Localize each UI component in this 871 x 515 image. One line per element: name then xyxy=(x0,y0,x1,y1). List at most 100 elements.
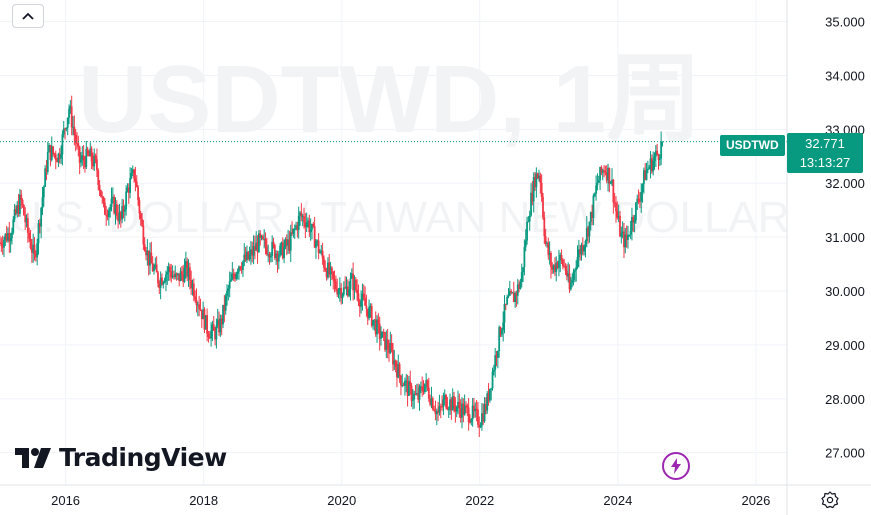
candle-body xyxy=(404,380,406,387)
candle-body xyxy=(291,232,293,234)
candle-body xyxy=(180,271,183,275)
candle-body xyxy=(313,226,316,248)
candle-body xyxy=(41,197,44,208)
candle-body xyxy=(64,128,66,130)
y-tick-label: 30.000 xyxy=(825,284,865,299)
candle-body xyxy=(191,283,194,289)
candle-body xyxy=(515,292,518,296)
candle-body xyxy=(311,223,313,230)
candle-body xyxy=(11,232,13,239)
candle-body xyxy=(288,239,291,251)
lightning-button[interactable] xyxy=(662,452,690,480)
candle-body xyxy=(183,267,186,282)
candle-body xyxy=(81,155,84,160)
candle-body xyxy=(591,212,594,218)
candle-body xyxy=(259,233,262,238)
candle-body xyxy=(122,206,125,212)
tradingview-wordmark: TradingView xyxy=(59,443,227,472)
candle-body xyxy=(324,267,327,271)
candle-body xyxy=(454,405,457,412)
candle-body xyxy=(494,355,497,370)
candle-body xyxy=(369,306,372,308)
candle-body xyxy=(556,262,559,268)
candle-body xyxy=(544,236,547,244)
candle-body xyxy=(624,234,627,248)
candle-body xyxy=(93,155,96,167)
candle-body xyxy=(244,254,247,261)
candle-body xyxy=(235,273,238,279)
candle-body xyxy=(443,395,446,400)
candle-body xyxy=(196,304,199,306)
candle-body xyxy=(660,141,663,159)
candle-body xyxy=(295,225,297,229)
candle-body xyxy=(216,319,219,326)
chart-settings-button[interactable] xyxy=(820,490,840,510)
candle-body xyxy=(62,128,65,135)
candle-body xyxy=(65,128,68,130)
candle-body xyxy=(176,273,179,276)
candle-body xyxy=(73,126,76,135)
candle-body xyxy=(364,298,366,306)
candle-body xyxy=(283,247,286,259)
candle-body xyxy=(323,258,325,268)
candle-body xyxy=(608,167,611,184)
candle-body xyxy=(49,145,52,160)
candle-body xyxy=(474,408,477,412)
candle-body xyxy=(141,218,143,226)
candle-body xyxy=(636,198,639,203)
candle-body xyxy=(661,141,664,143)
candle-body xyxy=(646,168,649,171)
candle-body xyxy=(223,304,226,311)
candle-body xyxy=(650,158,653,172)
candle-body xyxy=(257,233,260,253)
candle-body xyxy=(584,240,587,247)
candle-body xyxy=(292,228,295,234)
candle-body xyxy=(380,337,382,339)
candle-body xyxy=(628,234,631,236)
candle-body xyxy=(453,396,455,406)
collapse-button[interactable] xyxy=(12,4,44,28)
candle-body xyxy=(433,409,436,411)
candle-body xyxy=(297,215,300,230)
candle-body xyxy=(346,286,349,296)
candle-body xyxy=(548,253,551,256)
candle-body xyxy=(149,252,151,266)
candle-body xyxy=(635,202,637,221)
candle-body xyxy=(45,168,48,172)
candle-body xyxy=(328,262,331,275)
candle-body xyxy=(524,240,527,247)
candle-body xyxy=(173,275,175,277)
candle-body xyxy=(299,212,301,216)
y-tick-label: 32.000 xyxy=(825,176,865,191)
candle-body xyxy=(52,146,55,154)
candle-body xyxy=(256,242,259,253)
candle-body xyxy=(547,242,550,256)
candle-body xyxy=(243,254,246,262)
candle-body xyxy=(85,148,88,168)
candle-body xyxy=(26,218,29,233)
candle-body xyxy=(458,402,461,409)
candle-body xyxy=(24,215,27,223)
candle-body xyxy=(30,248,33,253)
candle-body xyxy=(481,413,483,426)
candle-body xyxy=(204,315,207,330)
candle-body xyxy=(353,279,356,291)
candle-body xyxy=(165,274,167,282)
candle-body xyxy=(510,291,513,293)
candle-body xyxy=(69,106,72,109)
candle-body xyxy=(435,410,438,415)
candle-body xyxy=(620,233,623,237)
candle-body xyxy=(96,159,98,171)
candle-body xyxy=(627,234,629,241)
candle-body xyxy=(483,404,486,422)
candle-body xyxy=(66,117,69,129)
tradingview-logo[interactable]: TradingView xyxy=(15,443,227,472)
candle-body xyxy=(238,266,240,272)
candle-body xyxy=(431,398,434,410)
candle-body xyxy=(307,220,309,223)
x-tick-label: 2022 xyxy=(465,493,494,508)
candle-body xyxy=(605,172,608,181)
candle-body xyxy=(89,148,92,157)
candle-body xyxy=(25,218,28,223)
